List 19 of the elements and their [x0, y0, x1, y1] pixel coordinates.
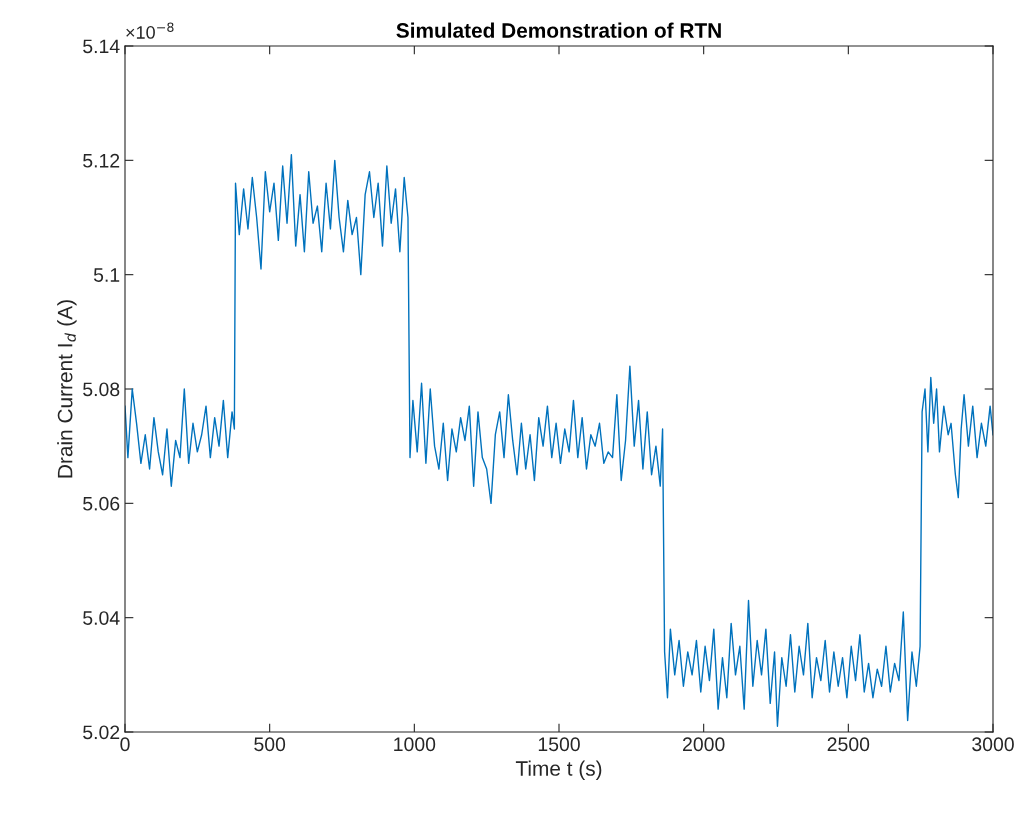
- y-tick-label: 5.08: [83, 382, 120, 397]
- x-tick-label: 500: [254, 737, 286, 752]
- x-tick-label: 2500: [827, 737, 870, 752]
- y-tick-label: 5.14: [83, 39, 120, 54]
- y-tick-label: 5.1: [93, 268, 120, 282]
- y-axis-title: Drain Current I$_{d}$ (A): [57, 300, 77, 478]
- x-tick-label: 1500: [538, 737, 580, 752]
- y-tick-label: 5.04: [83, 611, 120, 625]
- y-tick-label: 5.06: [83, 496, 120, 511]
- x-tick-label: 1000: [394, 737, 436, 752]
- chart-title: Simulated Demonstration of RTN: [396, 22, 721, 38]
- y-tick-label: 5.12: [83, 153, 120, 168]
- x-axis-title: Time t (s): [515, 760, 602, 780]
- x-tick-label: 3000: [972, 737, 1014, 752]
- text: ×10$^{−8}$: [126, 22, 174, 39]
- x-tick-label: 2000: [683, 737, 725, 752]
- x-tick-label: 0: [120, 737, 130, 752]
- y-tick-label: 5.02: [83, 725, 120, 740]
- line-series: [125, 153, 993, 727]
